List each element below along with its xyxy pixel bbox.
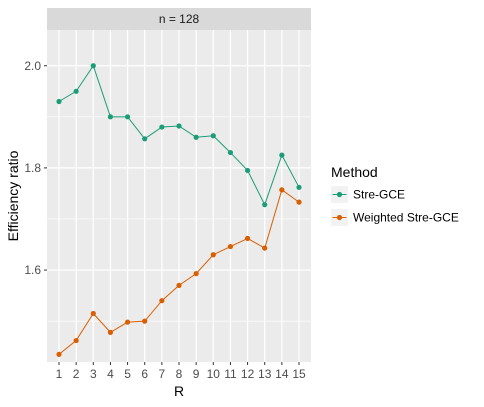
data-point bbox=[124, 114, 131, 120]
data-point bbox=[142, 136, 148, 142]
data-point bbox=[193, 134, 199, 140]
legend-items: Stre-GCE Weighted Stre-GCE bbox=[331, 186, 459, 226]
data-point bbox=[227, 243, 234, 250]
data-point bbox=[244, 235, 251, 241]
x-tick-label: 7 bbox=[159, 367, 166, 381]
x-tick-label: 3 bbox=[90, 367, 97, 381]
y-axis-title: Efficiency ratio bbox=[5, 150, 21, 241]
data-point bbox=[73, 337, 79, 344]
facet-strip bbox=[47, 8, 311, 30]
x-tick-label: 15 bbox=[292, 367, 306, 381]
data-point bbox=[90, 63, 96, 69]
x-tick-label: 11 bbox=[224, 367, 237, 381]
x-tick-label: 13 bbox=[258, 367, 272, 381]
x-tick-label: 14 bbox=[275, 367, 289, 381]
x-tick-label: 9 bbox=[193, 367, 200, 381]
data-point bbox=[159, 298, 165, 304]
data-point bbox=[227, 149, 234, 156]
legend-key-point bbox=[336, 214, 343, 221]
x-tick-label: 12 bbox=[241, 367, 255, 381]
x-tick-label: 6 bbox=[141, 367, 148, 381]
y-tick-label: 2.0 bbox=[24, 59, 41, 73]
data-point bbox=[142, 318, 148, 324]
data-point bbox=[244, 167, 251, 174]
x-tick-label: 4 bbox=[107, 367, 114, 381]
data-point bbox=[56, 98, 62, 105]
data-point bbox=[56, 351, 62, 357]
data-point bbox=[176, 123, 182, 129]
data-point bbox=[262, 245, 268, 251]
data-point bbox=[279, 187, 285, 193]
x-axis-title: R bbox=[174, 383, 184, 399]
x-tick-label: 10 bbox=[207, 367, 221, 381]
facet-label: n = 128 bbox=[159, 12, 200, 26]
x-tick-label: 8 bbox=[176, 367, 183, 381]
data-point bbox=[107, 114, 114, 120]
x-tick-label: 5 bbox=[124, 367, 131, 381]
data-point bbox=[296, 199, 302, 205]
y-tick-label: 1.8 bbox=[24, 161, 41, 175]
data-point bbox=[73, 88, 79, 94]
data-point bbox=[210, 133, 216, 139]
data-point bbox=[90, 310, 96, 317]
legend-label: Stre-GCE bbox=[353, 188, 405, 202]
data-point bbox=[279, 152, 285, 158]
series-layer bbox=[56, 63, 302, 357]
data-point bbox=[124, 319, 131, 325]
x-axis: 1 2 3 4 5 6 7 8 9 10 11 12 13 14 15 bbox=[56, 362, 306, 381]
data-point bbox=[176, 282, 182, 288]
y-axis: 1.6 1.8 2.0 bbox=[24, 59, 47, 277]
data-point bbox=[262, 202, 268, 208]
legend: Method Stre-GCE Weighted Stre-GCE bbox=[331, 164, 459, 226]
data-point bbox=[296, 184, 302, 190]
legend-label: Weighted Stre-GCE bbox=[353, 211, 459, 225]
y-tick-label: 1.6 bbox=[24, 263, 41, 277]
legend-key-point bbox=[336, 191, 343, 198]
x-tick-label: 1 bbox=[56, 367, 63, 381]
data-point bbox=[107, 329, 114, 335]
data-point bbox=[210, 252, 216, 258]
data-point bbox=[159, 124, 165, 130]
x-tick-label: 2 bbox=[73, 367, 80, 381]
data-point bbox=[193, 271, 199, 277]
grid-major bbox=[47, 30, 311, 362]
legend-title: Method bbox=[331, 164, 378, 180]
